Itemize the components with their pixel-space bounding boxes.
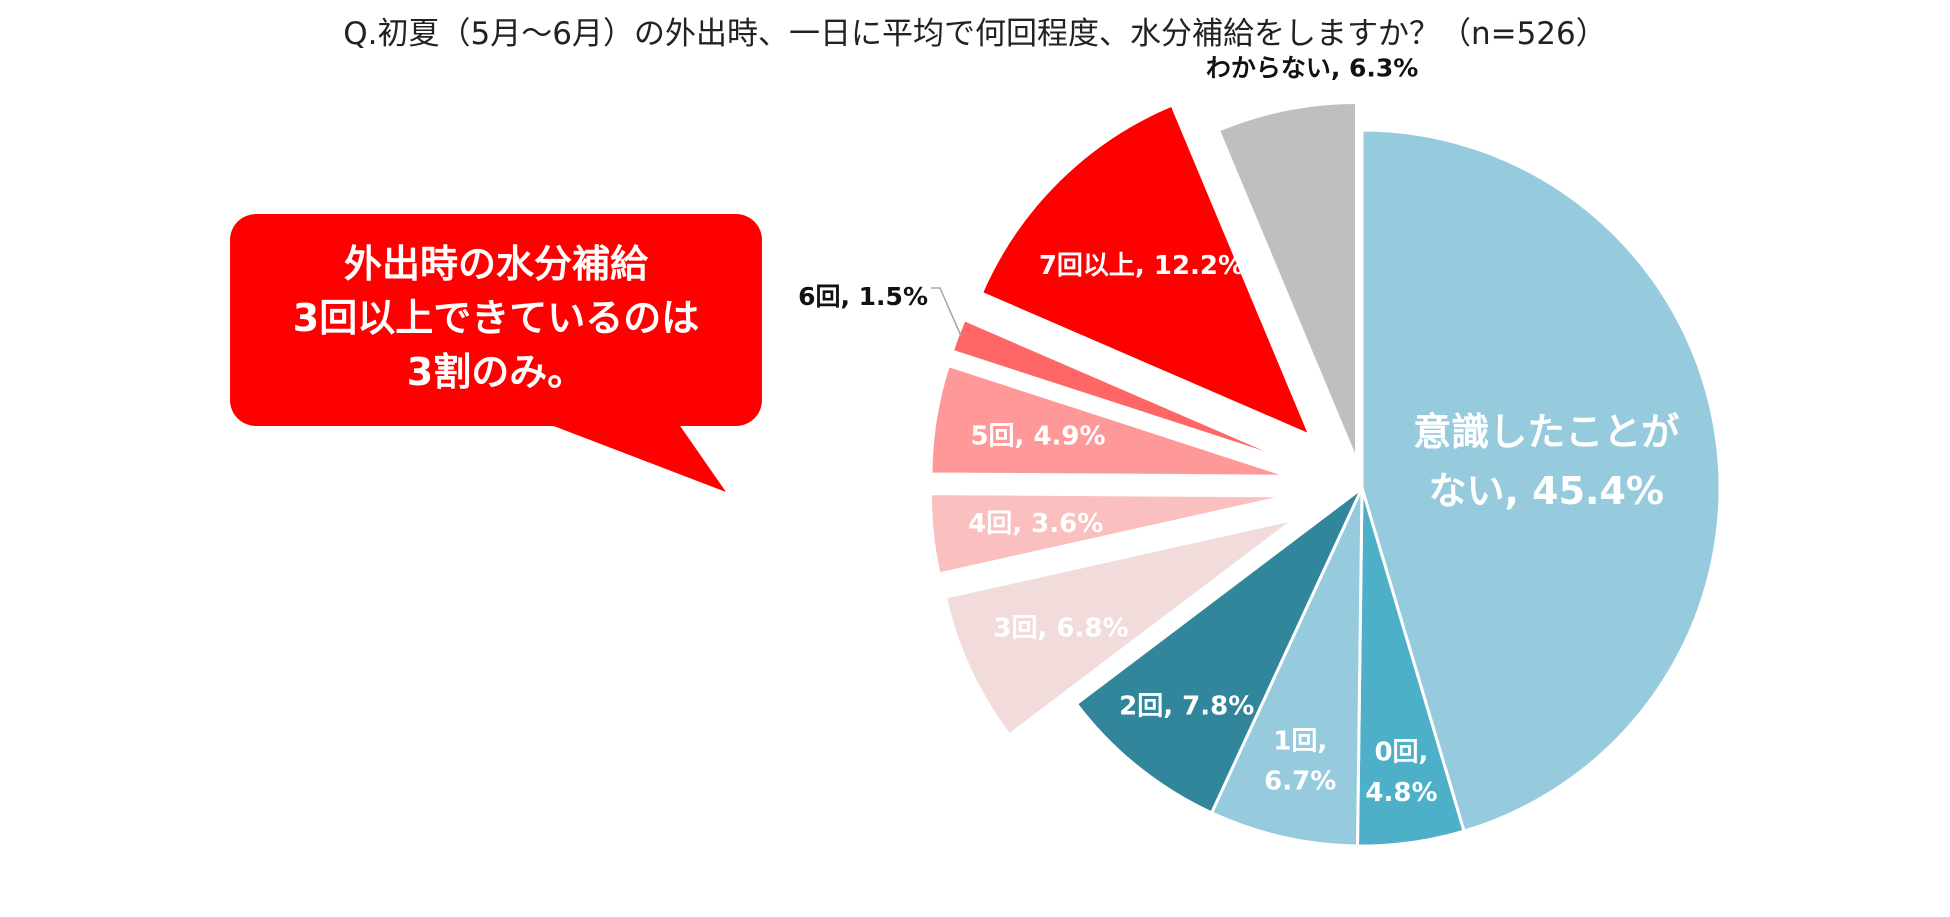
pie-slice-3 bbox=[1074, 486, 1364, 815]
slice-label-8: 7回以上, 12.2% bbox=[1039, 251, 1244, 281]
pie-labels: 意識したことがない, 45.4% 0回, 4.8% 1回, 6.7% 2回, 7.8% 3回… bbox=[798, 53, 1679, 808]
callout-text: 外出時の水分補給 3回以上できているのは 3割のみ。 bbox=[293, 242, 699, 394]
pie-slice-8 bbox=[979, 103, 1312, 437]
callout-bubble: 外出時の水分補給 3回以上できているのは 3割のみ。 bbox=[230, 214, 762, 492]
pie-slices bbox=[928, 101, 1722, 848]
slice-label-7: 6回, 1.5% bbox=[798, 282, 928, 311]
slice-label-5: 4回, 3.6% bbox=[968, 509, 1103, 539]
slice-label-3: 2回, 7.8% bbox=[1119, 691, 1254, 721]
chart-title: Q.初夏（5月～6月）の外出時、一日に平均で何回程度、水分補給をしますか？（n=… bbox=[343, 16, 1607, 52]
slice-label-4: 3回, 6.8% bbox=[993, 613, 1128, 643]
callout-tail bbox=[538, 420, 726, 492]
callout-box bbox=[230, 214, 762, 426]
slice-label-2: 1回, 6.7% bbox=[1264, 726, 1336, 796]
pie-slice-4 bbox=[943, 517, 1297, 737]
slice-label-0: 意識したことがない, 45.4% bbox=[1413, 410, 1679, 513]
pie-slice-2 bbox=[1210, 486, 1364, 848]
slice-label-6: 5回, 4.9% bbox=[970, 422, 1105, 452]
pie-slice-5 bbox=[928, 492, 1290, 576]
leader-line-6 bbox=[931, 287, 962, 337]
pie-slice-6 bbox=[929, 364, 1291, 478]
pie-slice-7 bbox=[950, 318, 1295, 464]
pie-slice-0 bbox=[1360, 128, 1722, 833]
slice-label-9: わからない, 6.3% bbox=[1206, 53, 1419, 82]
slice-label-1: 0回, 4.8% bbox=[1365, 738, 1437, 808]
pie-slice-9 bbox=[1216, 101, 1358, 463]
